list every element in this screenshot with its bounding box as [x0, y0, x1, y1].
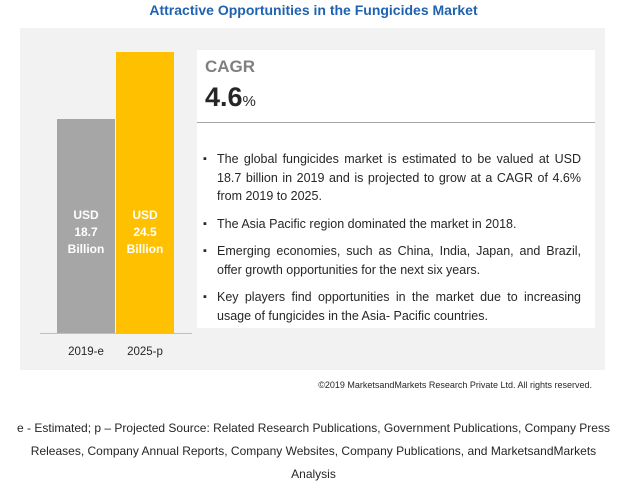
- x-tick-label: 2025-p: [127, 346, 163, 358]
- cagr-number: 4.6: [205, 82, 243, 112]
- bar-value-label: USD 18.7 Billion: [67, 208, 105, 256]
- copyright: ©2019 MarketsandMarkets Research Private…: [318, 380, 592, 390]
- footnote: e - Estimated; p – Projected Source: Rel…: [17, 421, 610, 481]
- cagr-label: CAGR: [205, 57, 256, 76]
- bar: [116, 52, 174, 333]
- bar-value-label: USD 24.5 Billion: [126, 208, 164, 256]
- chart-title: Attractive Opportunities in the Fungicid…: [149, 2, 478, 18]
- x-axis: [40, 333, 192, 334]
- x-tick-label: 2019-e: [68, 346, 104, 358]
- bullet: Emerging economies, such as China, India…: [203, 242, 581, 279]
- bullet: The Asia Pacific region dominated the ma…: [203, 215, 581, 234]
- cagr-value: 4.6%: [205, 82, 256, 113]
- cagr-unit: %: [242, 93, 256, 110]
- bullet: Key players find opportunities in the ma…: [203, 288, 581, 325]
- bar: [57, 118, 115, 333]
- bullet: The global fungicides market is estimate…: [203, 150, 581, 206]
- divider: [197, 122, 595, 123]
- bullet-list: The global fungicides market is estimate…: [203, 150, 581, 334]
